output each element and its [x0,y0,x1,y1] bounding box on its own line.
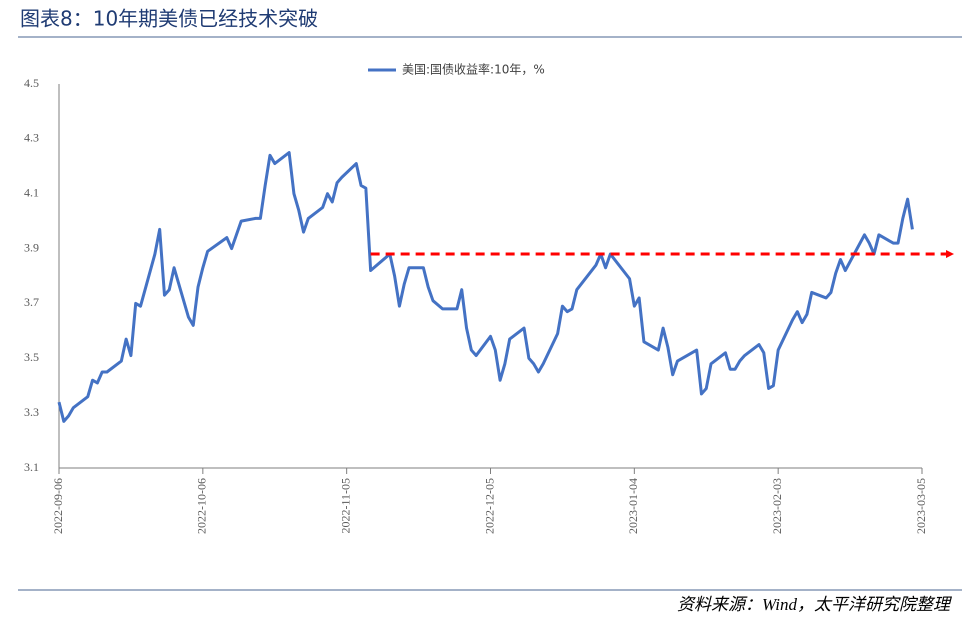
legend-label: 美国:国债收益率:10年，% [402,62,545,77]
y-tick-label: 4.3 [24,131,39,145]
x-tick-label: 2023-03-05 [914,478,928,534]
plot: 3.1 3.3 3.5 3.7 3.9 4.1 4.3 4.5 2022-09-06 2022-1… [24,62,954,534]
x-tick-label: 2023-02-03 [770,478,784,534]
x-tick-label: 2022-11-05 [338,478,352,534]
y-tick-label: 3.7 [24,295,39,309]
source-note: 资料来源：Wind，太平洋研究院整理 [677,595,952,614]
y-tick-label: 3.1 [24,460,39,474]
y-tick-label: 3.9 [24,240,39,254]
page-title: 图表8：10年期美债已经技术突破 [20,7,318,31]
x-tick-label: 2022-09-06 [51,478,65,534]
x-tick-label: 2022-12-05 [482,478,496,534]
x-tick-label: 2022-10-06 [195,478,209,534]
y-tick-label: 3.3 [24,405,39,419]
y-tick-label: 3.5 [24,350,39,364]
y-tick-label: 4.1 [24,185,39,199]
series-line [57,151,914,423]
y-tick-label: 4.5 [24,76,39,90]
x-tick-label: 2023-01-04 [626,478,640,534]
